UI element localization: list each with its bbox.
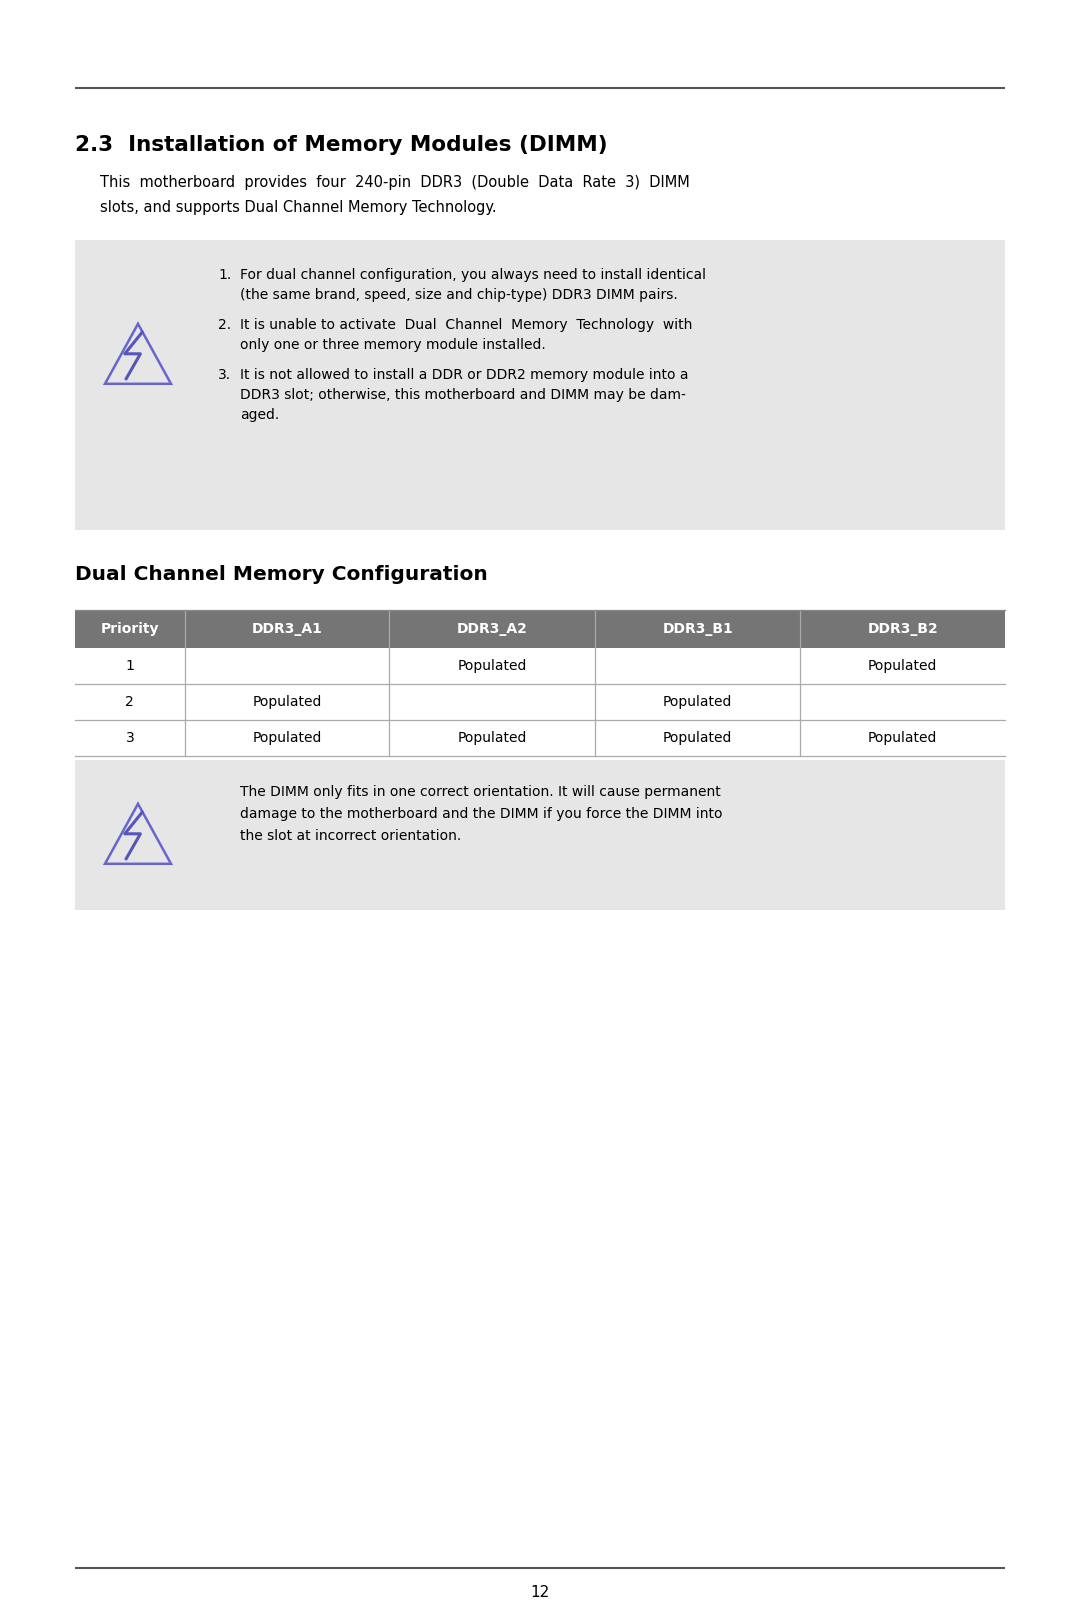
Text: This  motherboard  provides  four  240-pin  DDR3  (Double  Data  Rate  3)  DIMM: This motherboard provides four 240-pin D…: [100, 175, 690, 189]
Text: DDR3_B1: DDR3_B1: [662, 622, 733, 636]
FancyBboxPatch shape: [75, 683, 1005, 720]
Text: It is not allowed to install a DDR or DDR2 memory module into a: It is not allowed to install a DDR or DD…: [240, 368, 689, 382]
Text: DDR3 slot; otherwise, this motherboard and DIMM may be dam-: DDR3 slot; otherwise, this motherboard a…: [240, 389, 686, 402]
Text: Priority: Priority: [100, 622, 159, 636]
Text: Populated: Populated: [253, 732, 322, 745]
Text: 3.: 3.: [218, 368, 231, 382]
Text: For dual channel configuration, you always need to install identical: For dual channel configuration, you alwa…: [240, 269, 706, 282]
Text: Populated: Populated: [458, 732, 527, 745]
Text: 2: 2: [125, 695, 134, 709]
Text: 2.3  Installation of Memory Modules (DIMM): 2.3 Installation of Memory Modules (DIMM…: [75, 134, 608, 155]
Text: Populated: Populated: [868, 732, 937, 745]
Text: 3: 3: [125, 732, 134, 745]
Text: the slot at incorrect orientation.: the slot at incorrect orientation.: [240, 829, 461, 843]
Text: It is unable to activate  Dual  Channel  Memory  Technology  with: It is unable to activate Dual Channel Me…: [240, 317, 692, 332]
FancyBboxPatch shape: [75, 240, 1005, 529]
Text: Populated: Populated: [253, 695, 322, 709]
FancyBboxPatch shape: [75, 610, 1005, 648]
Text: damage to the motherboard and the DIMM if you force the DIMM into: damage to the motherboard and the DIMM i…: [240, 806, 723, 821]
Text: Populated: Populated: [868, 659, 937, 674]
FancyBboxPatch shape: [75, 720, 1005, 756]
Text: only one or three memory module installed.: only one or three memory module installe…: [240, 338, 545, 351]
FancyBboxPatch shape: [75, 759, 1005, 910]
Text: Dual Channel Memory Configuration: Dual Channel Memory Configuration: [75, 565, 488, 584]
Text: aged.: aged.: [240, 408, 280, 423]
Text: (the same brand, speed, size and chip-type) DDR3 DIMM pairs.: (the same brand, speed, size and chip-ty…: [240, 288, 678, 303]
Text: Populated: Populated: [663, 732, 732, 745]
Text: 12: 12: [530, 1585, 550, 1600]
Text: Populated: Populated: [458, 659, 527, 674]
Text: slots, and supports Dual Channel Memory Technology.: slots, and supports Dual Channel Memory …: [100, 201, 497, 215]
Text: The DIMM only fits in one correct orientation. It will cause permanent: The DIMM only fits in one correct orient…: [240, 785, 720, 800]
FancyBboxPatch shape: [75, 648, 1005, 683]
Text: 2.: 2.: [218, 317, 231, 332]
Text: 1.: 1.: [218, 269, 231, 282]
Text: 1: 1: [125, 659, 134, 674]
Text: DDR3_B2: DDR3_B2: [867, 622, 939, 636]
Text: Populated: Populated: [663, 695, 732, 709]
Text: DDR3_A1: DDR3_A1: [252, 622, 323, 636]
Text: DDR3_A2: DDR3_A2: [457, 622, 527, 636]
